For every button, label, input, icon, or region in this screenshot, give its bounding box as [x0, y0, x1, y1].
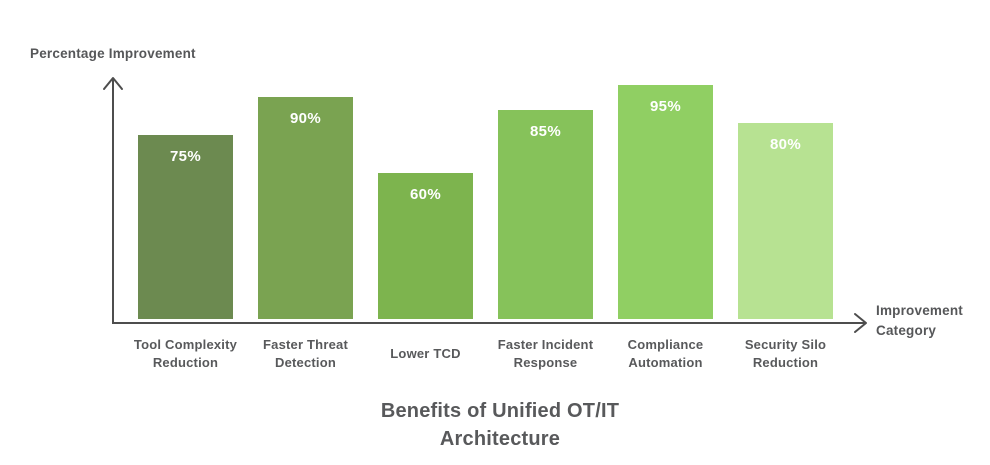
y-axis-arrow-icon — [103, 77, 123, 90]
bar-value-label: 90% — [290, 110, 321, 127]
category-label: Tool Complexity Reduction — [133, 337, 238, 370]
bar-3: 60% — [375, 170, 476, 322]
category-label: Faster Incident Response — [497, 337, 594, 370]
category-label: Security Silo Reduction — [744, 337, 827, 370]
bar-4: 85% — [495, 107, 596, 322]
bar-value-label: 60% — [410, 186, 441, 203]
bar-value-label: 80% — [770, 136, 801, 153]
category-label: Compliance Automation — [627, 337, 704, 370]
bar-6: 80% — [735, 120, 836, 322]
category-label: Lower TCD — [390, 346, 461, 362]
bar-5: 95% — [615, 82, 716, 322]
x-axis-arrow-icon — [854, 313, 867, 333]
x-axis-title: Improvement Category — [876, 303, 963, 338]
bar-1: 75% — [135, 132, 236, 322]
category-label: Faster Threat Detection — [263, 337, 348, 370]
bar-value-label: 85% — [530, 123, 561, 140]
chart-title: Benefits of Unified OT/IT Architecture — [380, 400, 620, 450]
bar-2: 90% — [255, 94, 356, 322]
bar-value-label: 95% — [650, 98, 681, 115]
y-axis-title: Percentage Improvement — [30, 46, 196, 61]
bar-value-label: 75% — [170, 148, 201, 165]
